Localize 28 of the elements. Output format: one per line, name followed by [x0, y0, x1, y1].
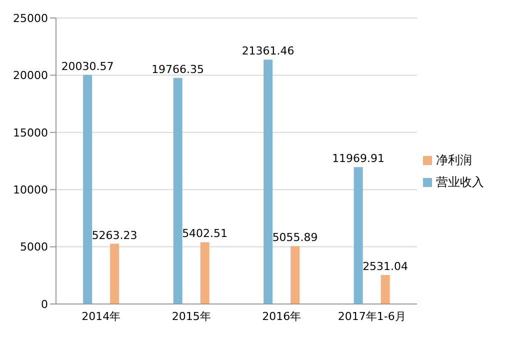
x-tick-label: 2016年	[262, 310, 302, 323]
y-tick-label: 25000	[13, 12, 48, 25]
y-tick-label: 0	[41, 298, 48, 311]
x-tick-label: 2014年	[82, 310, 121, 323]
bar	[354, 167, 363, 304]
bar	[264, 60, 273, 304]
legend-label: 营业收入	[436, 174, 484, 188]
data-label: 20030.57	[61, 60, 114, 73]
bar	[110, 244, 120, 304]
x-tick-label: 2015年	[172, 310, 211, 323]
data-label: 5402.51	[182, 227, 228, 240]
y-tick-label: 15000	[13, 126, 48, 140]
y-tick-label: 5000	[20, 240, 48, 254]
bar	[83, 74, 92, 304]
y-tick-label: 10000	[13, 184, 48, 197]
data-label: 11969.91	[332, 152, 385, 166]
legend-label: 净利润	[436, 152, 472, 166]
data-label: 5263.23	[92, 228, 138, 242]
bar	[200, 242, 210, 304]
x-tick-label: 2017年1-6月	[338, 310, 406, 323]
data-label: 19766.35	[152, 62, 204, 76]
data-label: 2531.04	[362, 260, 408, 274]
bar	[290, 246, 300, 304]
data-label: 21361.46	[242, 44, 294, 58]
y-tick-label: 20000	[13, 69, 48, 82]
bar	[380, 275, 390, 304]
data-label: 5055.89	[272, 231, 318, 244]
bar	[173, 78, 182, 304]
